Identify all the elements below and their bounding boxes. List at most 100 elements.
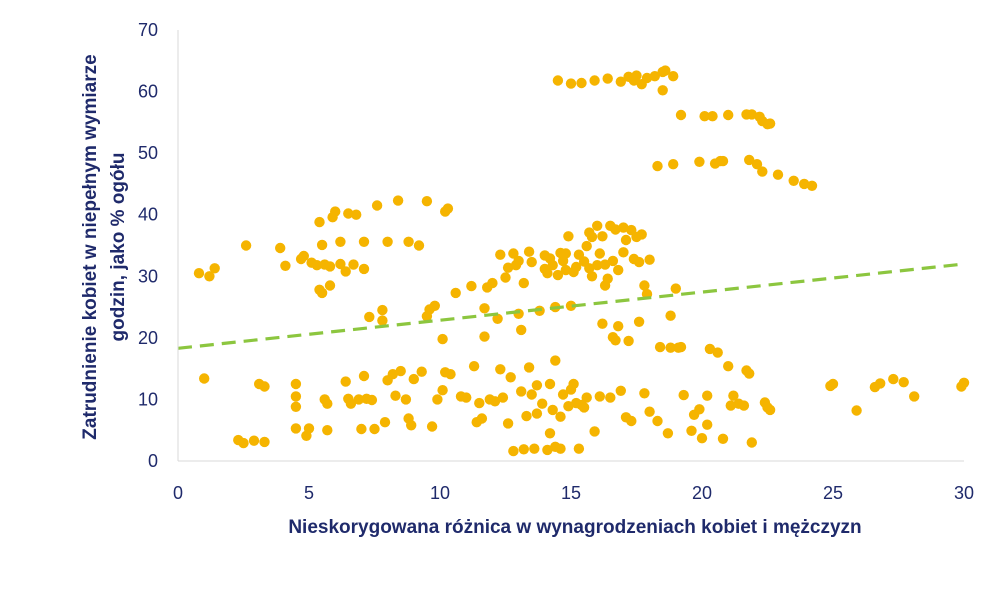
x-tick-label: 30: [954, 483, 974, 503]
data-point: [290, 401, 302, 412]
data-point: [746, 437, 757, 448]
y-axis-title: Zatrudnienie kobiet w niepełnym wymiarze…: [80, 54, 129, 439]
data-point: [652, 160, 663, 172]
data-point: [717, 155, 729, 167]
data-point: [586, 231, 598, 243]
data-point: [382, 236, 393, 247]
data-point: [738, 400, 750, 411]
data-point: [560, 264, 571, 276]
data-point: [366, 394, 378, 406]
data-point: [442, 203, 454, 214]
data-point: [445, 369, 456, 380]
data-point: [395, 365, 406, 377]
data-point: [345, 398, 357, 409]
data-point: [240, 240, 252, 251]
data-point: [479, 331, 490, 342]
data-point: [421, 196, 433, 207]
data-point: [764, 404, 776, 416]
data-point: [581, 240, 592, 252]
data-point: [602, 73, 613, 84]
data-point: [400, 394, 412, 405]
data-point: [416, 366, 427, 377]
data-point: [468, 361, 480, 372]
data-point: [403, 236, 414, 247]
data-point: [618, 247, 629, 258]
y-tick-label: 30: [138, 266, 158, 286]
data-point: [589, 426, 600, 437]
data-point: [668, 71, 679, 82]
data-point: [248, 435, 260, 446]
data-point: [508, 248, 519, 259]
y-tick-label: 20: [138, 328, 158, 348]
data-point: [358, 263, 370, 275]
data-point: [544, 378, 556, 390]
data-point: [555, 443, 566, 454]
data-point: [379, 417, 391, 428]
data-point: [626, 415, 637, 427]
data-point: [502, 262, 514, 273]
data-point: [479, 303, 490, 314]
data-point: [466, 280, 477, 292]
x-tick-label: 5: [304, 483, 314, 503]
data-point: [531, 380, 543, 391]
data-point: [725, 400, 736, 411]
data-point: [324, 280, 336, 291]
data-point: [568, 378, 579, 390]
data-point: [298, 250, 309, 262]
data-point: [537, 398, 548, 409]
data-point: [371, 200, 383, 211]
y-axis-ticks: 0 10 20 30 40 50 60 70: [138, 20, 158, 471]
data-point: [571, 261, 582, 273]
data-point: [563, 231, 574, 242]
data-point: [259, 436, 270, 448]
data-point: [555, 411, 566, 422]
data-point: [605, 392, 616, 403]
data-point: [193, 268, 205, 279]
data-point: [340, 376, 351, 387]
data-point: [377, 315, 388, 326]
data-point: [322, 398, 333, 409]
data-point: [335, 236, 346, 247]
data-point: [461, 392, 472, 403]
data-point: [390, 390, 401, 401]
data-point: [581, 392, 592, 403]
data-point: [542, 444, 553, 456]
data-point: [702, 419, 713, 430]
data-point: [615, 76, 626, 87]
data-point: [432, 394, 443, 405]
data-point: [746, 109, 757, 120]
data-point: [513, 255, 524, 267]
y-tick-label: 40: [138, 205, 158, 225]
data-point: [199, 373, 210, 384]
data-point: [513, 308, 524, 319]
data-point: [649, 71, 660, 82]
y-tick-label: 60: [138, 82, 158, 102]
data-point: [523, 246, 535, 257]
data-point: [209, 263, 220, 274]
data-point: [702, 390, 713, 401]
data-point: [597, 231, 608, 242]
data-point: [316, 287, 328, 299]
data-point: [521, 410, 532, 422]
y-axis-title-line-1: Zatrudnienie kobiet w niepełnym wymiarze: [80, 54, 101, 439]
data-point: [670, 283, 681, 294]
data-point: [644, 254, 655, 265]
x-tick-label: 20: [692, 483, 712, 503]
data-point: [408, 373, 419, 385]
data-point: [314, 216, 325, 228]
data-point: [523, 362, 535, 373]
data-point: [620, 234, 632, 246]
data-point: [426, 421, 438, 432]
data-point: [492, 313, 503, 324]
data-point: [788, 175, 799, 186]
x-tick-label: 0: [173, 483, 183, 503]
data-point: [356, 423, 367, 435]
data-point: [678, 389, 689, 401]
data-point: [633, 316, 645, 327]
data-point: [335, 258, 346, 270]
data-point: [652, 415, 663, 427]
data-point: [644, 406, 655, 417]
data-point: [450, 287, 461, 299]
data-point: [654, 341, 666, 353]
